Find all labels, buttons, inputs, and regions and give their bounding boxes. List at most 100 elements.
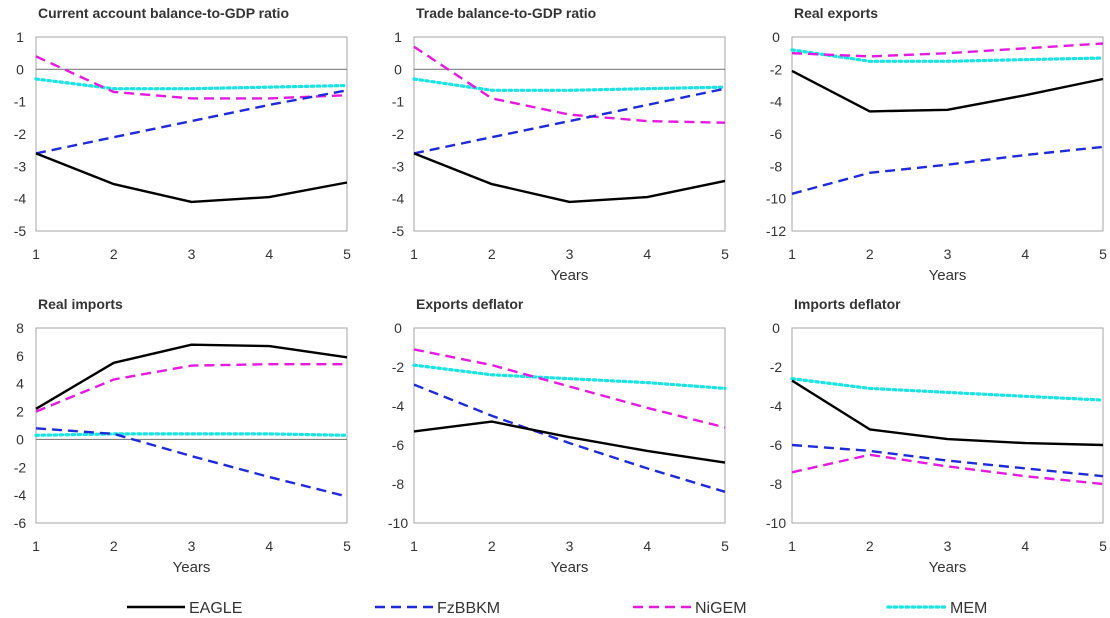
chart-panel-1: Current account balance-to-GDP ratio 1 0 -1… (14, 5, 351, 262)
series-line-nigem (791, 453, 1104, 486)
y-tick-label: 2 (16, 404, 24, 420)
x-tick-label: 4 (265, 246, 273, 262)
x-tick-label: 2 (488, 246, 496, 262)
x-tick-label: 5 (721, 246, 729, 262)
x-tick-label: 5 (1099, 538, 1107, 554)
y-tick-label: -2 (770, 359, 783, 375)
chart-panel-3: Real exports 0 -2 -4 -6 -8 -10 -121 2 3 4 5 Years (766, 5, 1107, 284)
series-line-mem (34, 432, 349, 437)
x-axis-label: Years (551, 267, 589, 284)
chart-title: Current account balance-to-GDP ratio (38, 5, 289, 21)
x-tick-label: 1 (32, 246, 40, 262)
x-tick-label: 4 (265, 538, 273, 554)
y-tick-label: 1 (16, 29, 24, 45)
x-tick-label: 2 (866, 246, 874, 262)
series-line-fzbbkm (791, 443, 1104, 478)
plot-frame (35, 327, 348, 524)
series-line-nigem (35, 55, 348, 100)
y-tick-label: 6 (16, 348, 24, 364)
y-tick-label: -6 (14, 515, 27, 531)
x-tick-label: 5 (721, 538, 729, 554)
y-tick-label: -10 (766, 191, 786, 207)
x-axis-label: Years (929, 559, 967, 576)
legend-label-nigem: NiGEM (695, 600, 747, 617)
x-tick-label: 3 (566, 246, 574, 262)
chart-title: Real exports (794, 5, 878, 21)
series-line-nigem (35, 363, 347, 413)
series-line-nigem (413, 348, 726, 429)
legend-label-mem: MEM (950, 600, 987, 617)
x-tick-label: 4 (1021, 538, 1029, 554)
chart-title: Imports deflator (794, 296, 901, 312)
x-tick-label: 2 (866, 538, 874, 554)
series-line-eagle (791, 69, 1104, 113)
y-tick-label: -5 (14, 223, 27, 239)
y-tick-label: 0 (394, 61, 402, 77)
x-tick-label: 2 (110, 246, 118, 262)
y-tick-label: -6 (770, 437, 783, 453)
y-tick-label: -2 (392, 359, 405, 375)
series-line-mem (34, 77, 349, 91)
y-tick-label: 0 (394, 320, 402, 336)
series-line-eagle (413, 420, 726, 464)
chart-panel-5: Exports deflator 0 -2 -4 -6 -8 -101 2 3 4 5 Years (388, 296, 729, 576)
plot-frame (413, 327, 726, 524)
y-tick-label: -5 (392, 223, 405, 239)
x-tick-label: 5 (1099, 246, 1107, 262)
y-tick-label: -2 (392, 126, 405, 142)
x-tick-label: 4 (643, 538, 651, 554)
legend-label-fzbbkm: FzBBKM (437, 600, 500, 617)
x-tick-label: 3 (188, 246, 196, 262)
y-tick-label: -4 (770, 94, 783, 110)
x-tick-label: 3 (944, 246, 952, 262)
plot-frame (35, 36, 348, 232)
y-tick-label: 0 (16, 61, 24, 77)
y-tick-label: -8 (392, 476, 405, 492)
chart-title: Real imports (38, 296, 123, 312)
x-tick-label: 3 (566, 538, 574, 554)
series-line-eagle (35, 152, 348, 204)
series-line-fzbbkm (413, 87, 726, 155)
y-tick-label: -12 (766, 223, 786, 239)
y-tick-label: -4 (14, 191, 27, 207)
y-tick-label: 8 (16, 320, 24, 336)
y-tick-label: -1 (14, 94, 27, 110)
series-line-nigem (791, 42, 1104, 58)
chart-panel-6: Imports deflator 0 -2 -4 -6 -8 -101 2 3 4 5 Years (766, 296, 1107, 576)
x-tick-label: 5 (343, 246, 351, 262)
y-tick-label: -2 (14, 126, 27, 142)
y-tick-label: -4 (392, 398, 405, 414)
series-line-eagle (791, 379, 1104, 447)
y-tick-label: -8 (770, 476, 783, 492)
x-tick-label: 2 (110, 538, 118, 554)
y-tick-label: -6 (770, 126, 783, 142)
x-tick-label: 1 (32, 538, 40, 554)
series-line-eagle (413, 152, 726, 204)
x-tick-label: 5 (343, 538, 351, 554)
y-tick-label: -4 (14, 487, 27, 503)
chart-title: Exports deflator (416, 296, 524, 312)
x-tick-label: 4 (1021, 246, 1029, 262)
y-tick-label: -4 (392, 191, 405, 207)
y-tick-label: -6 (392, 437, 405, 453)
series-line-fzbbkm (35, 89, 348, 155)
y-tick-label: 0 (16, 431, 24, 447)
plot-frame (413, 36, 726, 232)
y-tick-label: -8 (770, 158, 783, 174)
legend-label-eagle: EAGLE (189, 600, 242, 617)
chart-title: Trade balance-to-GDP ratio (416, 5, 596, 21)
y-tick-label: -10 (766, 515, 786, 531)
y-tick-label: -10 (388, 515, 408, 531)
y-tick-label: 1 (394, 29, 402, 45)
series-line-fzbbkm (413, 383, 726, 493)
x-tick-label: 3 (944, 538, 952, 554)
y-tick-label: -4 (770, 398, 783, 414)
y-tick-label: -3 (14, 158, 27, 174)
chart-panel-4: Real imports 8 6 4 2 0 -2 -4 -6 1 2 3 4 5 Years (14, 296, 351, 576)
series-line-fzbbkm (35, 427, 348, 498)
y-tick-label: -2 (770, 61, 783, 77)
series-line-fzbbkm (791, 145, 1104, 195)
x-axis-label: Years (173, 559, 211, 576)
